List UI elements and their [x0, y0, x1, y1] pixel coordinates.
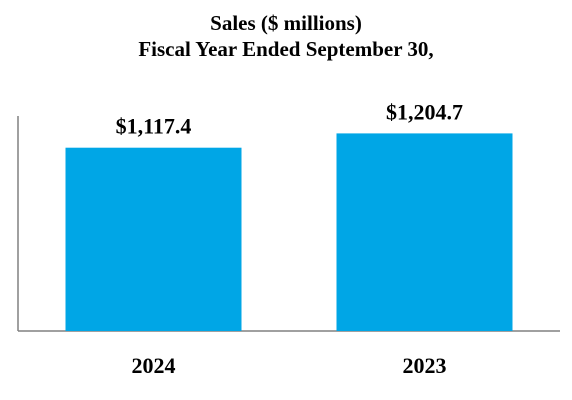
- data-label-2023: $1,204.7: [386, 99, 463, 124]
- bar-2023: [336, 133, 513, 331]
- bars-group: $1,117.4 2024 $1,204.7 2023: [65, 99, 513, 378]
- chart-subtitle: Fiscal Year Ended September 30,: [138, 37, 434, 61]
- x-tick-label-2024: 2024: [132, 353, 176, 378]
- bar-2024: [65, 147, 242, 331]
- chart-title: Sales ($ millions): [210, 11, 362, 35]
- data-label-2024: $1,117.4: [116, 114, 192, 139]
- x-tick-label-2023: 2023: [403, 353, 447, 378]
